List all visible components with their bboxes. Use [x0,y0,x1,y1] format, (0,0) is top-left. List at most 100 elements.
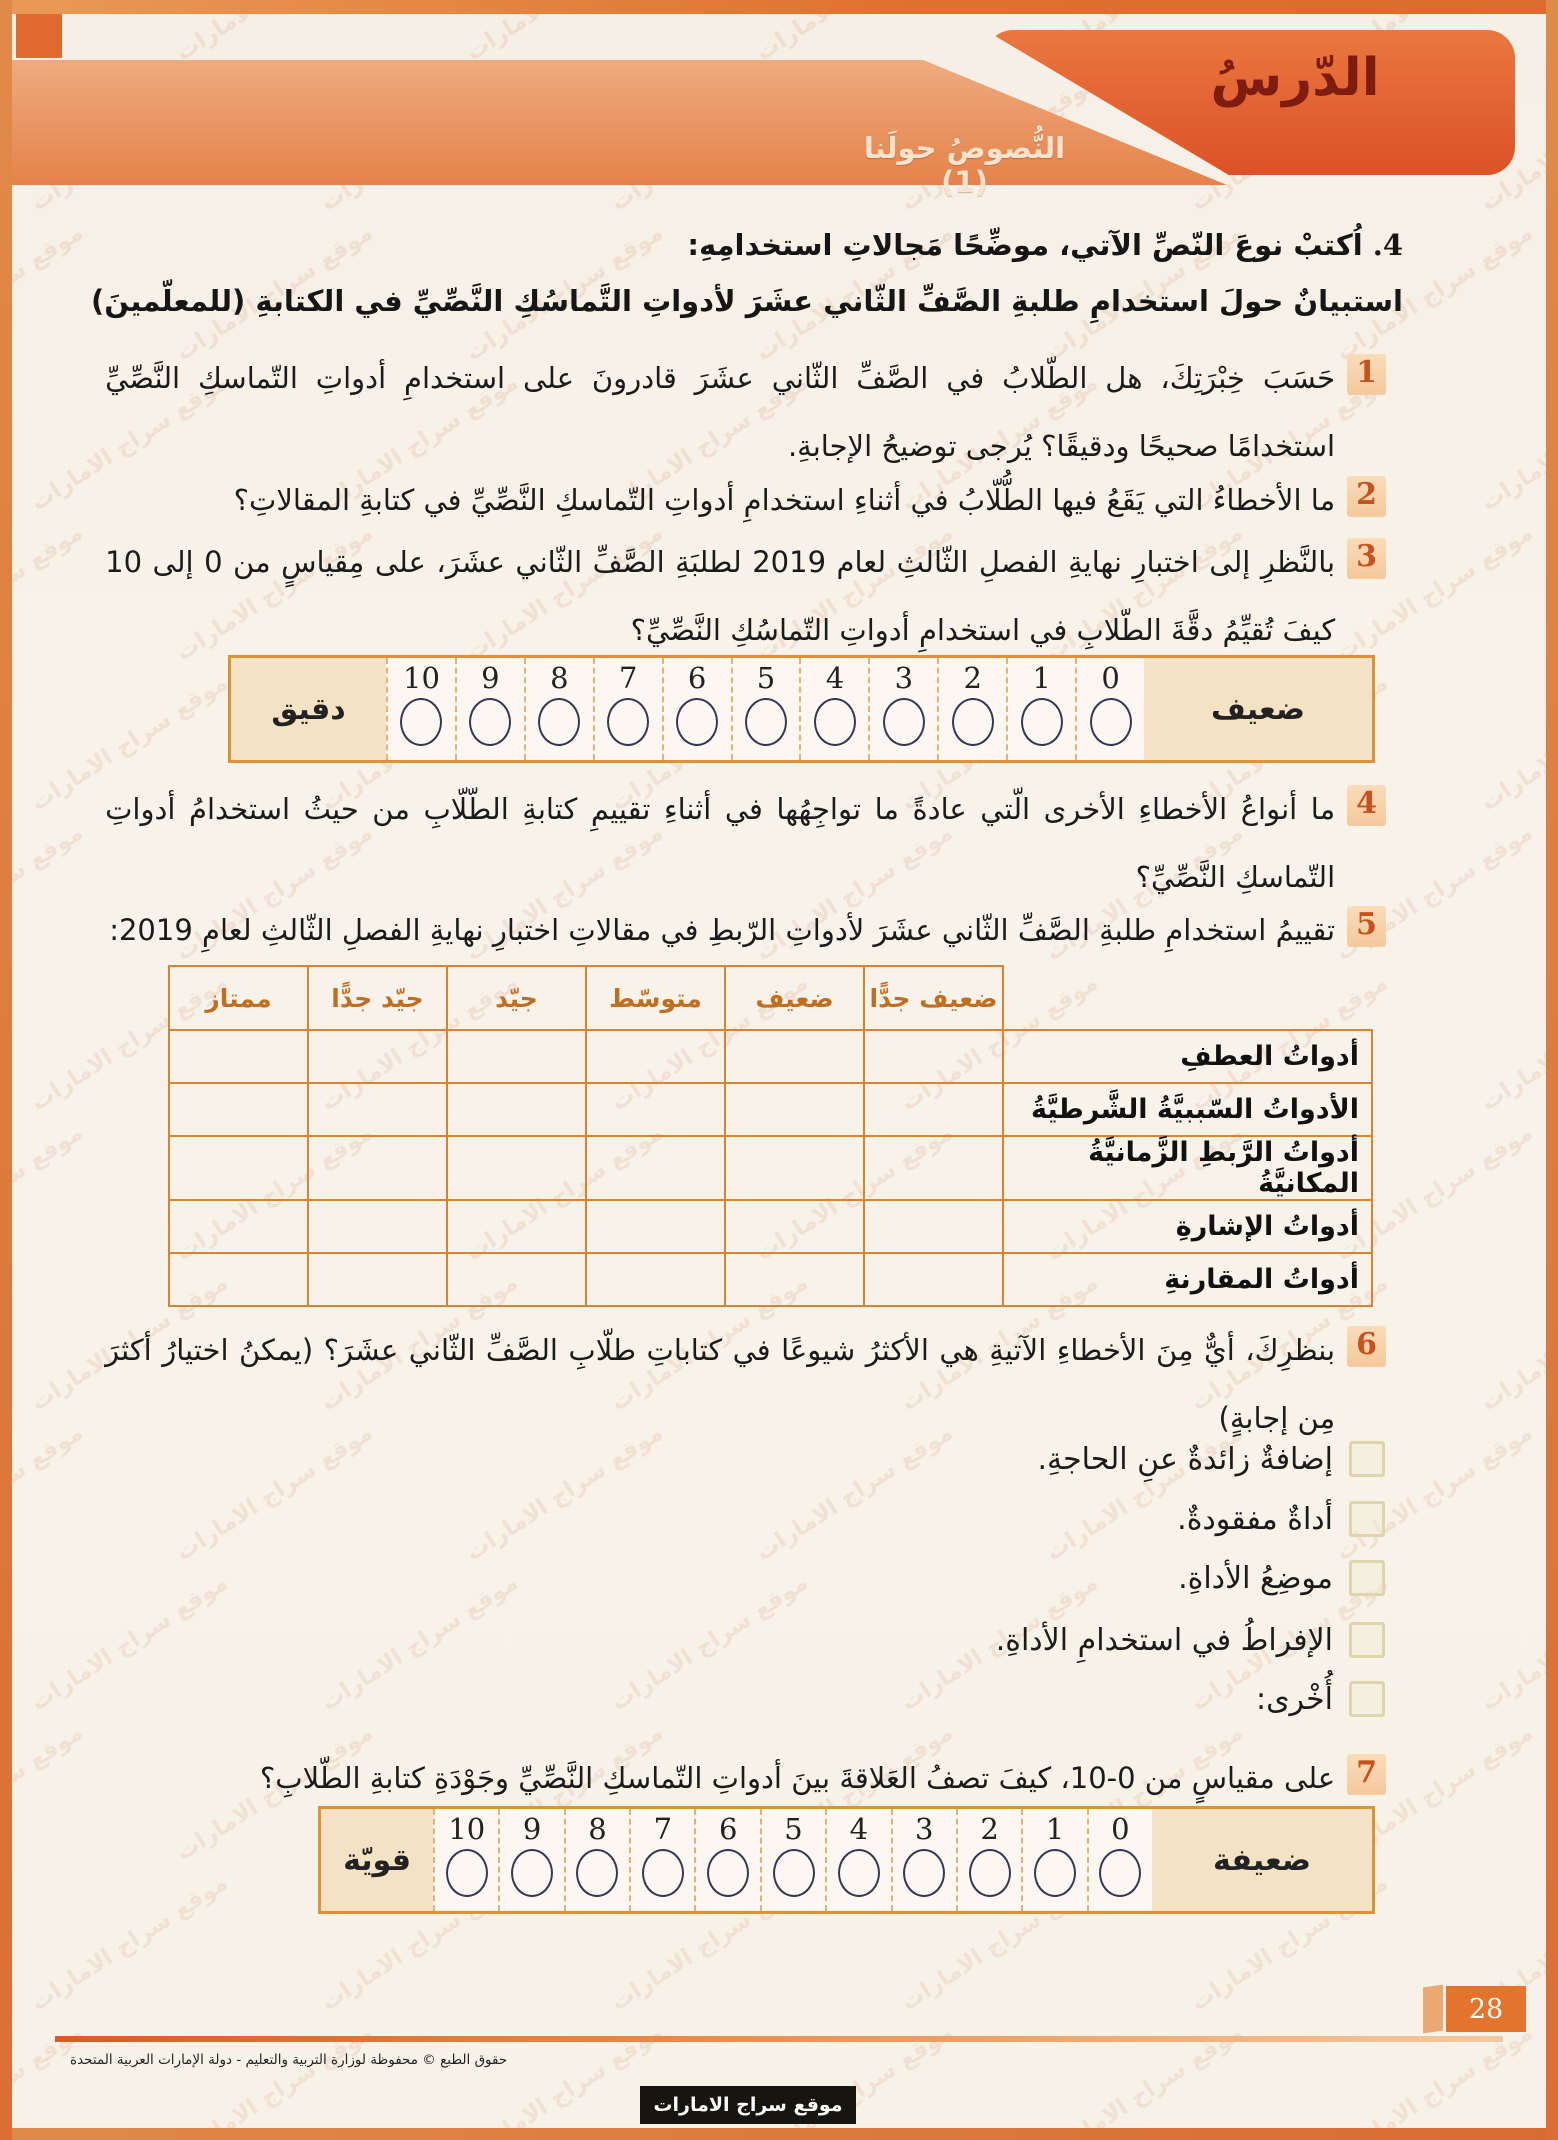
watermark-text: موقع سراج الامارات [0,519,88,667]
scale-value: 5 [784,1812,803,1846]
corner-mark [16,14,62,58]
option-checkbox[interactable] [1349,1501,1385,1537]
rating-circle-9[interactable] [469,698,512,746]
rating-circle-2[interactable] [968,1849,1011,1897]
rating-cell[interactable] [446,1135,587,1201]
row-label: أدواتُ الإشارةِ [1002,1199,1373,1254]
rating-cell[interactable] [168,1199,309,1254]
watermark-text: موقع سراج الامارات [0,219,88,367]
rating-circle-5[interactable] [772,1849,815,1897]
survey-title: استبيانٌ حولَ استخدامِ طلبةِ الصَّفِّ ال… [91,284,1403,318]
rating-circle-4[interactable] [813,698,856,746]
option-checkbox[interactable] [1349,1622,1385,1658]
site-name-badge: موقع سراج الامارات [640,2086,856,2124]
rating-cell[interactable] [585,1082,726,1137]
rating-cell[interactable] [724,1082,865,1137]
scale-value: 9 [481,661,500,695]
question-number: 6 [1347,1326,1386,1367]
scale-value: 0 [1111,1812,1130,1846]
rating-scale-relationship: ضعيفة 0 1 2 3 4 5 6 7 8 9 10 قويّة [318,1806,1375,1914]
rating-cell[interactable] [446,1199,587,1254]
watermark-text: موقع سراج الامارات [606,1569,813,1717]
option-checkbox[interactable] [1349,1441,1385,1477]
question-text: ما الأخطاءُ التي يَقَعُ فيها الطُّلّابُ … [233,483,1336,517]
page-number-flap [1423,1984,1443,2034]
frame-top [0,0,1558,14]
rating-cell[interactable] [307,1199,448,1254]
rating-cell[interactable] [724,1135,865,1201]
scale-value: 8 [550,661,569,695]
scale-value: 4 [849,1812,869,1846]
rating-cell[interactable] [446,1082,587,1137]
rating-cell[interactable] [307,1135,448,1201]
table-row: أدواتُ الإشارةِ [168,1199,1373,1254]
rating-circle-5[interactable] [745,698,788,746]
row-label: أدواتُ الرَّبطِ الزَّمانيَّةُ المكانيَّة… [1002,1135,1373,1201]
rating-cell[interactable] [863,1252,1004,1307]
rating-cell[interactable] [168,1029,309,1084]
rating-circle-4[interactable] [837,1849,880,1897]
frame-bottom [0,2128,1558,2140]
rating-circle-7[interactable] [607,698,650,746]
rating-circle-6[interactable] [707,1849,750,1897]
option-checkbox[interactable] [1349,1681,1385,1717]
rating-cell[interactable] [168,1252,309,1307]
rating-circle-6[interactable] [676,698,719,746]
rating-cell[interactable] [307,1252,448,1307]
rating-cell[interactable] [585,1029,726,1084]
rating-cell[interactable] [307,1029,448,1084]
question-text: حَسَبَ خِبْرَتِكَ، هل الطّلابُ في الصَّف… [105,361,1336,463]
watermark-text: موقع سراج الامارات [0,1719,88,1867]
rating-circle-8[interactable] [576,1849,619,1897]
watermark-text: موقع سراج الامارات [316,1569,523,1717]
rating-cell[interactable] [724,1199,865,1254]
option-label: إضافةٌ زائدةٌ عنِ الحاجةِ. [1037,1441,1333,1477]
rating-cell[interactable] [307,1082,448,1137]
rating-circle-0[interactable] [1089,698,1132,746]
rating-circle-3[interactable] [903,1849,946,1897]
watermark-text: موقع سراج الامارات [0,819,88,967]
rating-cell[interactable] [446,1029,587,1084]
table-row: الأدواتُ السّببيَّةُ الشَّرطيَّةُ [168,1082,1373,1137]
scale-value: 9 [522,1812,542,1846]
rating-cell[interactable] [168,1135,309,1201]
question-row-6: 6 بنظرِكَ، أيٌّ مِنَ الأخطاءِ الآتيةِ هي… [105,1316,1386,1452]
watermark-text: موقع سراج الامارات [26,1869,233,2017]
task-heading: 4. اُكتبْ نوعَ النّصِّ الآتي، موضِّحًا مَ… [687,228,1403,262]
rating-cell[interactable] [585,1252,726,1307]
scale-value: 1 [1032,661,1051,695]
scale-value: 7 [618,661,638,695]
rating-circle-10[interactable] [445,1849,488,1897]
rating-cell[interactable] [585,1135,726,1201]
page-number: 28 [1446,1986,1526,2032]
scale-value: 5 [756,661,776,695]
rating-circle-1[interactable] [1033,1849,1076,1897]
rating-cell[interactable] [863,1082,1004,1137]
rating-circle-1[interactable] [1020,698,1063,746]
rating-cell[interactable] [724,1029,865,1084]
question-row-2: 2 ما الأخطاءُ التي يَقَعُ فيها الطُّلّاب… [105,466,1386,534]
scale-label-strong: قويّة [321,1809,434,1911]
column-header: ضعيف جدًّا [863,965,1004,1031]
question-row-5: 5 تقييمُ استخدامِ طلبةِ الصَّفِّ الثّاني… [105,896,1386,964]
row-label: أدواتُ المقارنةِ [1002,1252,1373,1307]
question-number: 2 [1347,476,1386,517]
rating-circle-0[interactable] [1099,1849,1142,1897]
rating-circle-7[interactable] [641,1849,684,1897]
rating-cell[interactable] [585,1199,726,1254]
rating-cell[interactable] [446,1252,587,1307]
rating-cell[interactable] [863,1199,1004,1254]
rating-circle-8[interactable] [538,698,581,746]
rating-cell[interactable] [863,1135,1004,1201]
question-row-1: 1 حَسَبَ خِبْرَتِكَ، هل الطّلابُ في الصَ… [105,344,1386,480]
rating-cell[interactable] [724,1252,865,1307]
rating-cell[interactable] [168,1082,309,1137]
option-checkbox[interactable] [1349,1560,1385,1596]
question-row-4: 4 ما أنواعُ الأخطاءِ الأخرى الّتي عادةً … [105,775,1386,911]
rating-circle-2[interactable] [951,698,994,746]
scale-value: 10 [403,661,440,695]
rating-circle-3[interactable] [882,698,925,746]
rating-cell[interactable] [863,1029,1004,1084]
rating-circle-10[interactable] [400,698,443,746]
rating-circle-9[interactable] [511,1849,554,1897]
